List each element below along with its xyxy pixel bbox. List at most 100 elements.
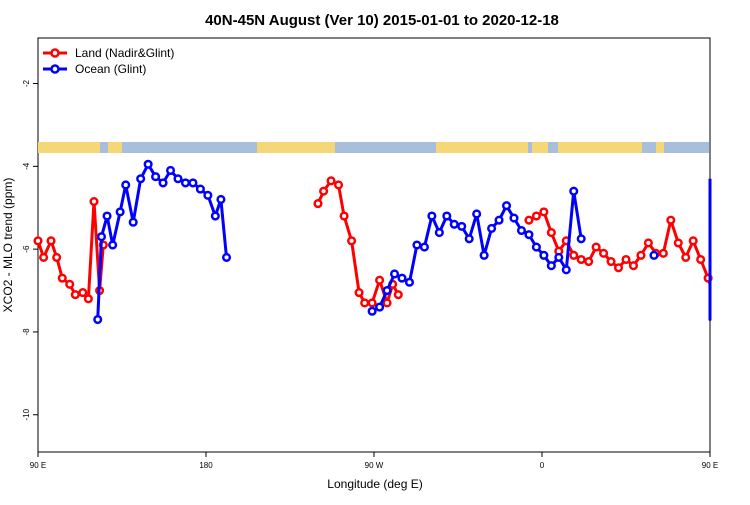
data-point: [367, 298, 377, 308]
data-point: [546, 261, 556, 271]
data-point: [427, 211, 437, 221]
data-point: [96, 232, 107, 242]
legend-swatch-marker: [50, 48, 60, 58]
data-point: [136, 174, 146, 184]
data-point: [628, 261, 639, 271]
data-point: [569, 250, 579, 260]
data-point: [121, 180, 131, 190]
data-point: [339, 211, 349, 221]
data-point: [584, 257, 594, 267]
data-point: [524, 230, 534, 240]
data-point: [472, 209, 482, 219]
data-point: [158, 178, 168, 188]
data-point: [531, 211, 541, 221]
data-point: [326, 176, 336, 186]
x-axis-label: Longitude (deg E): [327, 477, 422, 491]
data-point: [546, 228, 556, 238]
data-point: [487, 223, 497, 233]
data-point: [591, 242, 601, 252]
ocean-band: [39, 142, 709, 153]
x-tick-label: 180: [199, 461, 213, 470]
data-point: [180, 178, 191, 188]
data-point: [606, 257, 616, 267]
data-point: [613, 263, 624, 273]
land-band-segment: [436, 142, 528, 153]
series-layer: [33, 159, 713, 325]
data-point: [621, 254, 631, 265]
data-point: [115, 207, 125, 217]
chart-title: 40N-45N August (Ver 10) 2015-01-01 to 20…: [205, 12, 559, 29]
plot-frame: [37, 37, 711, 453]
data-point: [89, 196, 99, 207]
data-point: [673, 238, 683, 248]
data-point: [210, 211, 220, 221]
data-point: [531, 242, 541, 252]
data-point: [449, 219, 459, 229]
data-point: [46, 236, 56, 246]
data-point: [576, 234, 586, 244]
data-point: [39, 252, 49, 262]
legend-entry-label: Land (Nadir&Glint): [75, 46, 174, 60]
data-point: [393, 290, 403, 300]
data-point: [52, 252, 62, 262]
data-point: [57, 273, 67, 283]
data-point: [494, 215, 504, 225]
data-point: [554, 252, 564, 262]
land-band-segment: [38, 142, 100, 153]
data-point: [333, 180, 344, 190]
data-point: [70, 290, 80, 300]
data-point: [78, 288, 88, 298]
data-point: [696, 254, 706, 265]
surface-type-band: [38, 142, 709, 153]
data-point: [688, 236, 698, 246]
data-point: [666, 215, 676, 225]
data-point: [221, 252, 232, 262]
y-tick-label: -6: [22, 245, 31, 253]
y-axis-label: XCO2 - MLO trend (ppm): [1, 178, 15, 313]
data-point: [457, 221, 467, 231]
data-point: [375, 275, 385, 285]
data-point: [173, 174, 183, 184]
data-point: [102, 211, 112, 221]
data-point: [382, 285, 392, 296]
data-point: [404, 277, 415, 287]
data-point: [509, 213, 519, 223]
series-ocean: [93, 159, 712, 325]
y-tick-label: -8: [22, 328, 31, 336]
data-point: [83, 294, 93, 304]
data-point: [93, 314, 103, 325]
data-point: [524, 215, 534, 225]
x-axis: 90 E 180 90 W 0 90 E: [30, 452, 718, 470]
data-point: [442, 211, 452, 221]
data-point: [108, 240, 118, 250]
data-point: [539, 207, 549, 217]
plot-area: [37, 37, 711, 453]
land-band-segment: [257, 142, 335, 153]
data-point: [347, 236, 357, 246]
y-tick-label: -4: [22, 162, 31, 170]
x-tick-label: 90 E: [702, 461, 718, 470]
data-point: [516, 225, 527, 236]
land-band-segment: [532, 142, 548, 153]
data-point: [681, 252, 691, 262]
data-point: [643, 238, 653, 248]
data-point: [195, 184, 205, 194]
data-point: [151, 172, 161, 182]
data-point: [397, 273, 407, 283]
x-tick-label: 90 E: [30, 461, 46, 470]
data-point: [33, 236, 43, 246]
data-point: [539, 250, 549, 260]
data-point: [143, 159, 153, 169]
data-point: [165, 165, 176, 176]
legend: Land (Nadir&Glint) Ocean (Glint): [43, 46, 174, 76]
y-tick-label: -2: [22, 79, 31, 87]
data-point: [382, 298, 392, 308]
legend-entry-label: Ocean (Glint): [75, 62, 146, 76]
data-point: [501, 201, 512, 211]
x-tick-label: 0: [540, 461, 545, 470]
data-point: [434, 228, 444, 238]
data-point: [216, 194, 226, 205]
land-band-segment: [108, 142, 122, 153]
y-axis: -10 -8 -6 -4 -2: [22, 79, 38, 421]
